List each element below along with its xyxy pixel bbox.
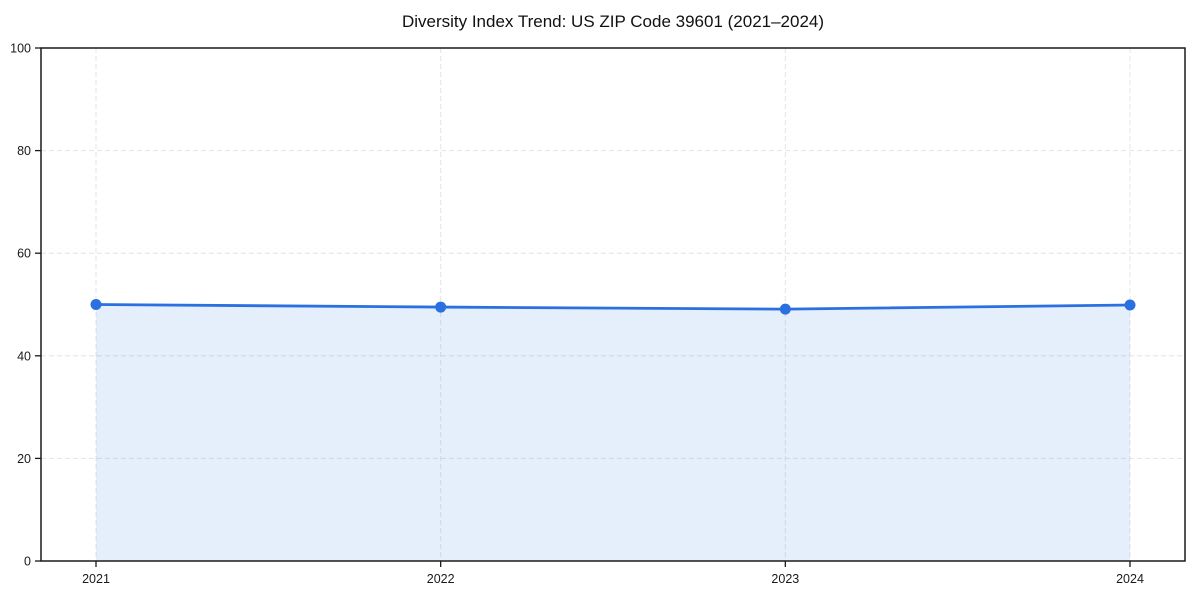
chart-title: Diversity Index Trend: US ZIP Code 39601… xyxy=(401,12,825,31)
y-tick-label: 80 xyxy=(17,144,31,158)
y-tick-label: 20 xyxy=(17,452,31,466)
y-tick-label: 0 xyxy=(24,555,31,569)
data-point-2022 xyxy=(435,301,447,313)
trend-line xyxy=(94,303,1132,311)
area-fill xyxy=(96,304,1130,561)
data-point-2024 xyxy=(1124,299,1136,311)
data-point-2023 xyxy=(779,303,791,315)
y-tick-label: 60 xyxy=(17,247,31,261)
x-tick-label: 2021 xyxy=(82,572,110,586)
plot-border xyxy=(40,47,1186,562)
x-tick-label: 2024 xyxy=(1116,572,1144,586)
y-tick-label: 100 xyxy=(10,42,31,56)
x-tick-label: 2022 xyxy=(427,572,455,586)
x-tick-label: 2023 xyxy=(771,572,799,586)
data-point-2021 xyxy=(90,299,102,310)
y-tick-label: 40 xyxy=(17,349,31,363)
